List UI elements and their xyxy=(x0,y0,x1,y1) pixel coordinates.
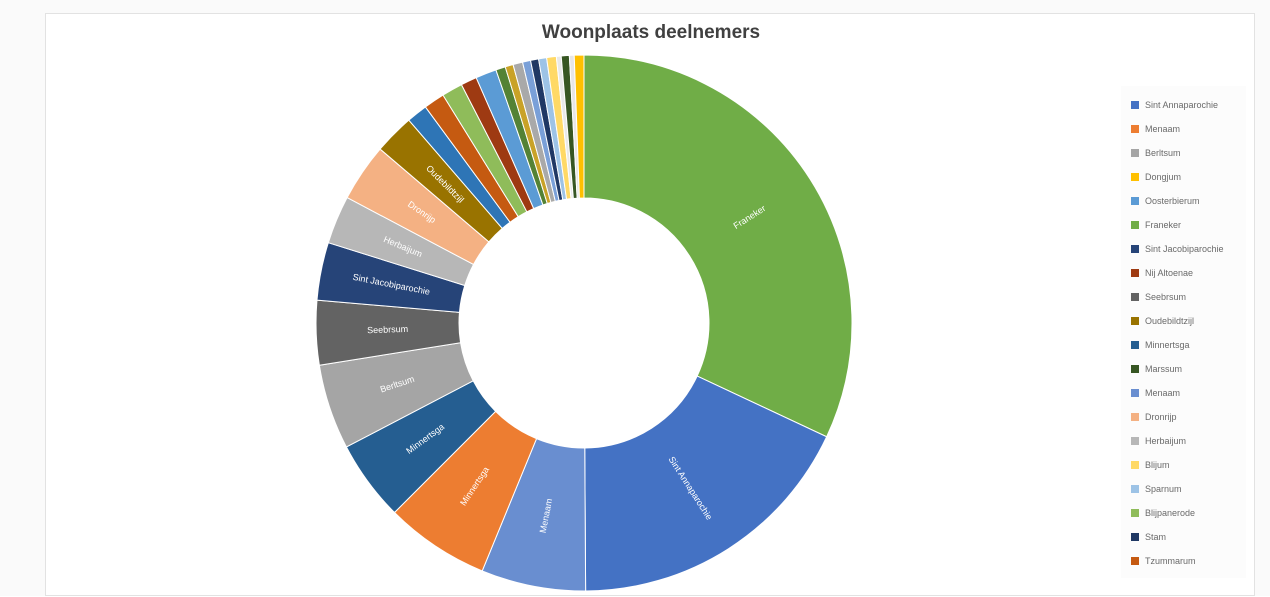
legend-swatch xyxy=(1131,197,1139,205)
legend-label: Herbaijum xyxy=(1145,436,1187,446)
legend-swatch xyxy=(1131,533,1139,541)
legend-swatch xyxy=(1131,221,1139,229)
legend-swatch xyxy=(1131,485,1139,493)
legend-swatch xyxy=(1131,437,1139,445)
legend-label: Stam xyxy=(1145,532,1167,542)
legend-label: Nij Altoenae xyxy=(1145,268,1194,278)
legend-item: Stam xyxy=(1131,530,1166,544)
legend-label: Tzummarum xyxy=(1145,556,1196,566)
legend-label: Sint Jacobiparochie xyxy=(1145,244,1224,254)
legend-label: Seebrsum xyxy=(1145,292,1187,302)
legend-item: Menaam xyxy=(1131,386,1180,400)
legend-swatch xyxy=(1131,365,1139,373)
legend-swatch xyxy=(1131,149,1139,157)
legend-label: Oosterbierum xyxy=(1145,196,1200,206)
donut-slice xyxy=(584,375,828,592)
legend-swatch xyxy=(1131,341,1139,349)
legend-swatch xyxy=(1131,461,1139,469)
legend-item: Sint Jacobiparochie xyxy=(1131,242,1224,256)
legend-item: Blijpanerode xyxy=(1131,506,1195,520)
legend-swatch xyxy=(1131,269,1139,277)
legend-swatch xyxy=(1131,509,1139,517)
legend-label: Franeker xyxy=(1145,220,1182,230)
legend-item: Dronrijp xyxy=(1131,410,1177,424)
legend-swatch xyxy=(1131,245,1139,253)
legend-swatch xyxy=(1131,557,1139,565)
donut-slice xyxy=(583,54,853,438)
legend-item: Menaam xyxy=(1131,122,1180,136)
slice-label: Seebrsum xyxy=(367,324,408,335)
legend-swatch xyxy=(1131,173,1139,181)
legend-swatch xyxy=(1131,293,1139,301)
legend-label: Blijpanerode xyxy=(1145,508,1196,518)
legend-label: Berltsum xyxy=(1145,148,1181,158)
legend-label: Menaam xyxy=(1145,124,1181,134)
legend-label: Marssum xyxy=(1145,364,1183,374)
legend-swatch xyxy=(1131,101,1139,109)
legend-item: Sint Annaparochie xyxy=(1131,98,1218,112)
legend-item: Franeker xyxy=(1131,218,1181,232)
legend-item: Sparnum xyxy=(1131,482,1182,496)
legend-label: Sparnum xyxy=(1145,484,1182,494)
legend-item: Marssum xyxy=(1131,362,1182,376)
legend-item: Blijum xyxy=(1131,458,1170,472)
legend-swatch xyxy=(1131,317,1139,325)
legend-item: Tzummarum xyxy=(1131,554,1196,568)
legend-label: Dronrijp xyxy=(1145,412,1177,422)
legend-label: Oudebildtzijl xyxy=(1145,316,1195,326)
chart-title: Woonplaats deelnemers xyxy=(541,22,761,43)
legend-label: Menaam xyxy=(1145,388,1181,398)
legend-label: Dongjum xyxy=(1145,172,1182,182)
legend-label: Blijum xyxy=(1145,460,1170,470)
legend-item: Dongjum xyxy=(1131,170,1181,184)
legend-item: Nij Altoenae xyxy=(1131,266,1193,280)
chart-frame: Woonplaats deelnemers Franeker Sint Annap… xyxy=(45,13,1255,596)
legend-label: Sint Annaparochie xyxy=(1145,100,1219,110)
donut-slice xyxy=(573,54,585,199)
legend-item: Berltsum xyxy=(1131,146,1181,160)
legend-swatch xyxy=(1131,125,1139,133)
legend-item: Seebrsum xyxy=(1131,290,1186,304)
legend-item: Minnertsga xyxy=(1131,338,1190,352)
legend-item: Herbaijum xyxy=(1131,434,1186,448)
legend-item: Oosterbierum xyxy=(1131,194,1200,208)
legend-swatch xyxy=(1131,389,1139,397)
legend-label: Minnertsga xyxy=(1145,340,1190,350)
legend-swatch xyxy=(1131,413,1139,421)
chart-legend: Sint Annaparochie Menaam Berltsum Dongjum Oo… xyxy=(1121,86,1246,578)
legend-item: Oudebildtzijl xyxy=(1131,314,1194,328)
